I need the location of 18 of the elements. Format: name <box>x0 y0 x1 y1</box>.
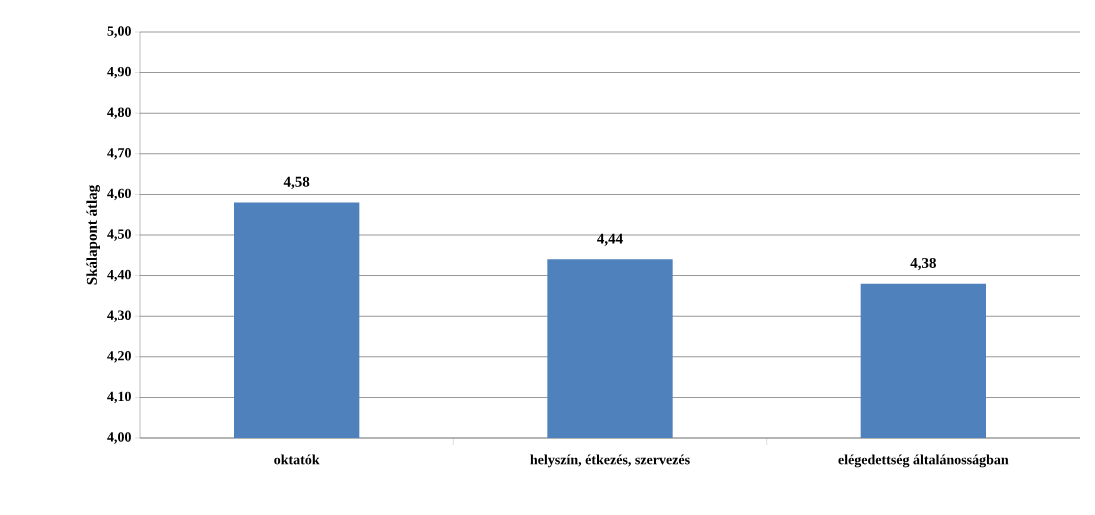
y-tick-label: 5,00 <box>107 26 131 38</box>
y-tick-label: 4,60 <box>107 188 131 201</box>
y-tick-label: 4,70 <box>107 148 131 160</box>
y-axis-title: Skálapont átlag <box>86 184 101 285</box>
x-tick-label: helyszín, étkezés, szervezés <box>530 454 690 468</box>
x-tick-label: elégedettség általánosságban <box>838 454 1009 468</box>
y-tick-label: 4,10 <box>107 391 131 404</box>
y-tick-label: 4,50 <box>107 229 131 241</box>
data-label: 4,38 <box>910 257 936 271</box>
y-tick-label: 4,40 <box>107 269 131 282</box>
y-tick-label: 4,30 <box>107 310 131 322</box>
data-label: 4,44 <box>597 233 623 246</box>
y-tick-label: 4,00 <box>107 432 131 444</box>
y-tick-label: 4,20 <box>107 351 131 363</box>
x-tick-label: oktatók <box>274 454 320 465</box>
y-tick-label: 4,90 <box>107 66 131 79</box>
y-tick-label: 4,80 <box>107 107 131 119</box>
data-label: 4,58 <box>283 176 310 189</box>
